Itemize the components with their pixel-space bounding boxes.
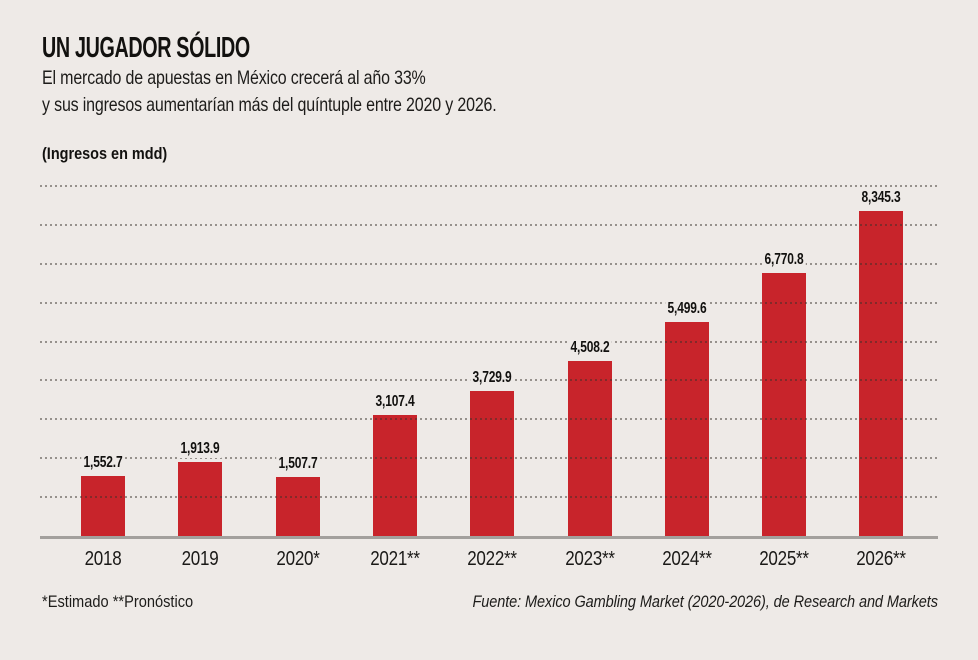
gridline-2000 [40, 457, 938, 459]
x-tick-label-2024: 2024** [658, 548, 716, 571]
x-tick-label-2019: 2019 [179, 548, 222, 571]
x-tick-label-2020: 2020* [272, 548, 323, 571]
x-axis: 2018 2019 2020* 2021** 2022** 2023** 2024** 202… [40, 548, 938, 572]
bar-2026 [859, 211, 904, 536]
value-label-text: 1,507.7 [275, 455, 320, 473]
value-label-2024: 5,499.6 [658, 300, 716, 318]
x-tick-label-2018: 2018 [81, 548, 124, 571]
value-label-text: 8,345.3 [859, 189, 904, 207]
value-label-2021: 3,107.4 [366, 393, 424, 411]
gridline-1000 [40, 496, 938, 498]
value-label-2022: 3,729.9 [463, 369, 521, 387]
x-tick-label-2022: 2022** [463, 548, 521, 571]
gridline-9000 [40, 185, 938, 187]
plot-area: 1,552.7 1,913.9 1,507.7 3,107.4 3,729.9 4,508… [40, 185, 938, 536]
bar-2020 [275, 477, 320, 536]
chart-subtitle-line2: y sus ingresos aumentarían más del quínt… [42, 94, 497, 116]
x-tick-label-text: 2023** [564, 548, 615, 570]
chart-subtitle-line1: El mercado de apuestas en México crecerá… [42, 67, 426, 89]
value-label-2026: 8,345.3 [852, 189, 910, 207]
x-tick-label-text: 2018 [84, 548, 122, 570]
value-label-text: 3,729.9 [470, 369, 514, 387]
x-tick-label-text: 2019 [181, 548, 219, 570]
chart-header: UN JUGADOR SÓLIDO El mercado de apuestas… [42, 33, 596, 117]
x-tick-label-text: 2025** [759, 548, 809, 570]
x-tick-label-text: 2024** [662, 548, 712, 570]
x-tick-label-text: 2022** [467, 548, 517, 570]
x-tick-label-text: 2020* [276, 548, 320, 570]
x-tick-label-2023: 2023** [560, 548, 618, 571]
x-tick-label-text: 2021** [370, 548, 420, 570]
source-attribution: Fuente: Mexico Gambling Market (2020-202… [472, 593, 939, 611]
bar-2021 [372, 415, 417, 536]
bar-2025 [762, 273, 807, 536]
footnote-estimates: *Estimado **Pronóstico [42, 592, 194, 611]
value-label-text: 6,770.8 [762, 251, 806, 269]
value-label-2023: 4,508.2 [561, 339, 619, 357]
gridline-7000 [40, 263, 938, 265]
value-label-text: 1,913.9 [178, 440, 223, 458]
bar-2024 [664, 322, 709, 536]
bar-2018 [81, 476, 125, 536]
bar-2023 [567, 361, 612, 536]
axis-units-label: (Ingresos en mdd) [42, 144, 168, 163]
bar-2019 [178, 462, 223, 536]
gridline-3000 [40, 418, 938, 420]
gridline-5000 [40, 341, 938, 343]
x-tick-label-2021: 2021** [366, 548, 424, 571]
bar-2022 [470, 391, 515, 536]
value-label-2018: 1,552.7 [74, 454, 132, 472]
x-tick-label-text: 2026** [856, 548, 907, 570]
value-label-2025: 6,770.8 [755, 251, 813, 269]
x-axis-baseline [40, 536, 938, 539]
chart-title: UN JUGADOR SÓLIDO [42, 32, 250, 64]
x-tick-label-2026: 2026** [852, 548, 910, 571]
x-tick-label-2025: 2025** [755, 548, 813, 571]
gridline-6000 [40, 302, 938, 304]
value-label-2019: 1,913.9 [171, 440, 229, 458]
value-label-2020: 1,507.7 [269, 455, 327, 473]
value-label-text: 5,499.6 [665, 300, 709, 318]
gridline-8000 [40, 224, 938, 226]
value-label-text: 3,107.4 [373, 393, 417, 411]
value-label-text: 4,508.2 [567, 339, 612, 357]
value-label-text: 1,552.7 [81, 454, 125, 472]
